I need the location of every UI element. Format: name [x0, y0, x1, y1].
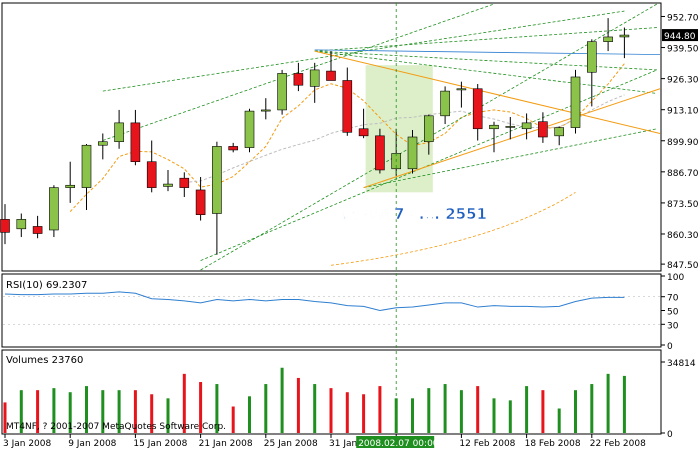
candle-body — [163, 183, 173, 187]
trendline-upper — [314, 50, 661, 134]
rsi-tick-label: 100 — [667, 273, 684, 283]
rsi-tick-label: 70 — [667, 294, 679, 304]
fan-line — [200, 69, 658, 261]
axis-layer: 952.70 939.50 926.30 913.10 899.90 886.70 873.… — [3, 3, 699, 449]
candle-body — [212, 146, 222, 214]
candle-body — [114, 122, 124, 143]
last-price-label: 944.80 — [664, 32, 696, 42]
x-tick-label: 12 Feb 2008 — [459, 439, 515, 449]
candle-body — [277, 73, 287, 111]
candle-body — [570, 76, 581, 128]
watermark-text: MT4NF, ? 2001-2007 MetaQuotes Software C… — [6, 422, 226, 432]
price-layer — [0, 3, 661, 271]
candle-body — [440, 90, 450, 117]
x-cursor-label: 2008.02.07 00:00 — [358, 439, 439, 449]
fan-line — [314, 27, 658, 52]
candle-body — [98, 141, 108, 146]
candle-body — [554, 127, 565, 137]
candle-body — [326, 70, 336, 81]
price-tick-label: 939.50 — [667, 45, 699, 55]
x-tick-label: 3 Jan 2008 — [3, 439, 51, 449]
last-price-badge — [662, 29, 698, 42]
candle-body — [49, 187, 59, 231]
candle-body — [228, 146, 238, 151]
volume-panel-title: Volumes 23760 — [6, 355, 83, 366]
rsi-panel-title: RSI(10) 69.2307 — [6, 280, 87, 291]
x-tick-label: 15 Jan 2008 — [133, 439, 187, 449]
rsi-tick-label: 50 — [667, 308, 679, 318]
candle-body — [521, 122, 532, 130]
annotation-text: ตรุษจีน 7 ก.พ. 2551 — [342, 205, 487, 224]
candle-body — [81, 144, 92, 188]
rsi-tick-label: 30 — [667, 321, 679, 331]
candle-body — [0, 219, 10, 233]
rsi-tick-label: 0 — [667, 342, 673, 352]
candle-body — [179, 177, 190, 188]
candle-body — [65, 184, 75, 188]
x-tick-label: 22 Feb 2008 — [590, 439, 646, 449]
candle-body — [358, 128, 369, 137]
ma-slow-line — [184, 94, 625, 183]
candle-body — [456, 88, 467, 91]
price-tick-label: 899.90 — [667, 138, 699, 148]
rsi-line — [4, 291, 625, 312]
price-tick-label: 952.70 — [667, 13, 699, 23]
highlight-zone — [365, 65, 433, 193]
price-tick-label: 886.70 — [667, 169, 699, 179]
candle-body — [309, 69, 320, 87]
price-tick-label: 926.30 — [667, 76, 699, 86]
x-tick-label: 9 Jan 2008 — [68, 439, 116, 449]
fan-line — [314, 50, 658, 71]
x-tick-label: 21 Jan 2008 — [199, 439, 253, 449]
candle-body — [619, 34, 630, 38]
x-tick-label: 18 Feb 2008 — [525, 439, 581, 449]
price-tick-label: 847.50 — [667, 261, 699, 271]
ma-long-line — [330, 191, 576, 266]
price-tick-label: 913.10 — [667, 107, 699, 117]
x-cursor-badge — [356, 436, 435, 448]
fan-line — [102, 10, 625, 92]
rsi-layer — [3, 291, 660, 325]
candle-body — [16, 219, 27, 230]
candle-body — [505, 126, 516, 128]
candle-body — [538, 121, 548, 138]
candle-body — [603, 36, 613, 42]
price-tick-label: 860.30 — [667, 231, 699, 241]
candle-body — [293, 73, 304, 86]
candle-body — [407, 136, 418, 170]
candle-body — [375, 135, 385, 171]
candle-body — [260, 109, 271, 112]
candle-body — [472, 88, 483, 130]
candle-body — [130, 122, 141, 163]
candle-body — [244, 110, 255, 148]
fan-line — [314, 50, 658, 94]
candle-body — [423, 115, 434, 143]
volume-tick-label: 34814 — [667, 359, 696, 369]
price-panel-frame — [1, 2, 662, 272]
candle-body — [32, 226, 43, 234]
candle-body — [195, 189, 206, 215]
candle-body — [489, 124, 499, 130]
reference-line — [314, 49, 661, 56]
x-tick-label: 25 Jan 2008 — [264, 439, 318, 449]
fan-line — [200, 3, 658, 271]
rsi-panel-frame — [1, 273, 662, 348]
candle-body — [342, 80, 353, 133]
x-tick-label: 31 Jan 2008 — [329, 439, 383, 449]
volume-layer — [3, 367, 626, 433]
candle-body — [146, 161, 157, 188]
candle-body — [586, 41, 597, 73]
price-tick-label: 873.50 — [667, 200, 699, 210]
volume-tick-label: 0 — [667, 430, 673, 440]
